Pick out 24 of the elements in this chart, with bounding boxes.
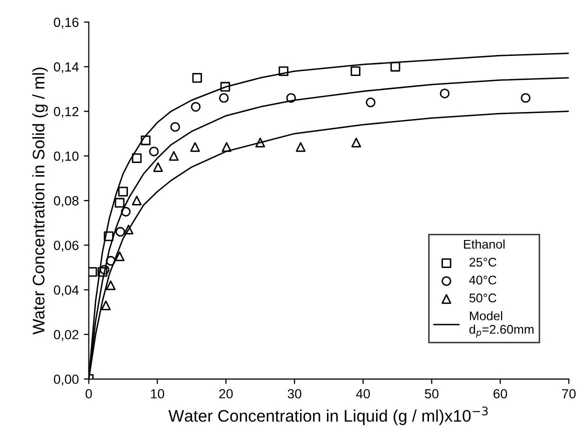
legend-title: Ethanol bbox=[464, 240, 505, 249]
y-tick-label: 0,02 bbox=[54, 330, 78, 341]
x-tick-label: 30 bbox=[288, 389, 302, 398]
legend-label: 40°C bbox=[469, 276, 496, 284]
y-tick-label: 0,06 bbox=[54, 240, 78, 252]
x-tick-label: 0 bbox=[86, 389, 92, 398]
y-axis-title: Water Concentration in Solid (g / ml) bbox=[32, 68, 48, 334]
x-tick-label: 60 bbox=[494, 389, 508, 398]
y-tick-label: 0,14 bbox=[54, 62, 79, 74]
legend-label: 25°C bbox=[470, 258, 496, 267]
y-tick-label: 0,16 bbox=[54, 18, 78, 29]
x-tick-label: 40 bbox=[356, 389, 370, 398]
y-tick-label: 0,08 bbox=[54, 196, 78, 208]
y-tick-label: 0,12 bbox=[54, 106, 78, 118]
x-tick-label: 20 bbox=[219, 389, 233, 398]
legend-label: Model d$_{p}$=2.60mm bbox=[469, 311, 534, 338]
x-tick-label: 70 bbox=[562, 389, 576, 398]
legend-label: 50°C bbox=[469, 294, 496, 302]
x-axis-title: Water Concentration in Liquid (g / ml)x10$^{−3}$ bbox=[168, 406, 488, 426]
y-tick-label: 0,10 bbox=[54, 152, 79, 162]
y-tick-label: 0,04 bbox=[54, 285, 79, 296]
x-tick-label: 10 bbox=[151, 389, 164, 398]
x-tick-label: 50 bbox=[424, 389, 438, 398]
y-tick-label: 0,00 bbox=[54, 374, 79, 386]
